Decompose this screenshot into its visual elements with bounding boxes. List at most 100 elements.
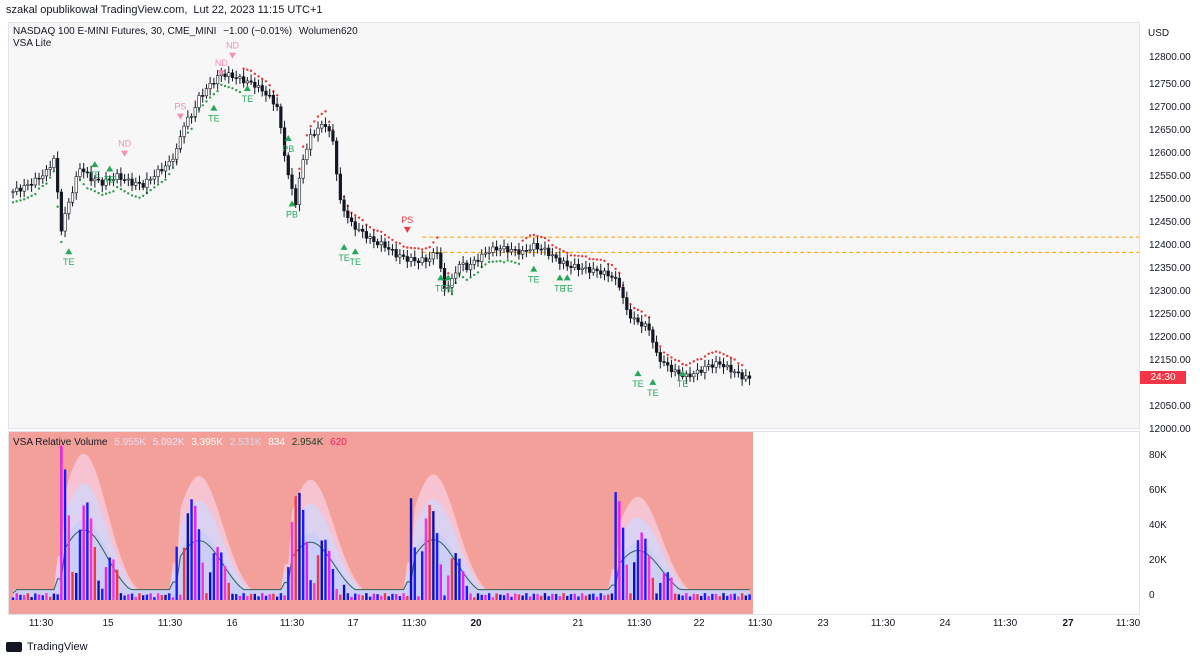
trail-dot [123,190,126,193]
trail-dot [461,276,465,279]
volume-bar [164,594,167,600]
price-candle [654,335,659,357]
price-tick: 12000.00 [1149,424,1191,435]
volume-bar [78,529,82,600]
time-tick: 11:30 [1115,618,1141,629]
trail-dot [554,246,558,249]
price-candle [137,175,142,191]
symbol-label[interactable]: NASDAQ 100 E-MINI Futures, 30, CME_MINI [13,26,217,37]
volume-pane[interactable] [8,431,1140,615]
trail-dot [640,310,643,313]
trail-dot [737,362,740,365]
volume-bar [324,539,327,600]
price-candle [513,246,517,257]
volume-bar [86,502,89,600]
price-candle [409,253,413,267]
trail-dot [380,230,383,234]
price-candle [37,172,41,186]
price-candle [744,369,748,382]
price-candle [141,179,145,191]
svg-text:TE: TE [89,170,101,180]
volume-bar [737,596,740,600]
price-candle [93,175,97,188]
price-candle [405,249,409,268]
trail-dot [235,88,238,92]
trail-dot [729,356,733,359]
signal-marker: TE [435,274,447,293]
trail-dot [681,362,684,366]
signal-marker: TE [632,370,644,389]
time-tick: 11:30 [279,618,305,629]
trail-dot [134,195,137,198]
price-candle [346,204,350,224]
price-candle [435,246,439,260]
volume-bar [123,595,126,600]
trail-dot [733,358,736,361]
volume-tick: 60K [1149,485,1167,496]
price-candle [63,206,67,238]
price-candle [126,173,130,187]
trail-dot [521,239,524,242]
trail-dot [543,236,547,240]
trail-dot [186,131,190,134]
volume-bar [625,564,628,600]
volume-bar [365,593,368,600]
volume-bar [115,569,119,600]
price-candle [747,371,752,386]
indicator-legend[interactable]: VSA Lite [13,38,55,50]
volume-bar [554,593,558,600]
volume-bar [659,582,662,600]
price-candle [256,79,261,93]
main-chart-pane[interactable]: TE TE TE ND PS TE ND ND TE PB PB TE TE PS TE TE TE TE TE TE… [8,22,1140,429]
trail-dot [633,306,636,310]
trail-dot [484,263,487,266]
price-candle [48,160,52,176]
signal-marker: PS [174,102,186,120]
price-candle [599,263,603,279]
volume-bar [138,593,141,600]
price-candle [104,172,108,190]
price-candle [487,246,491,260]
signal-marker: TE [63,248,75,267]
volume-bar [662,573,666,600]
volume-bar [168,593,171,600]
volume-bar [670,577,673,600]
price-candle [331,124,335,145]
trail-dot [566,251,569,255]
trail-dot [104,192,108,195]
volume-chart[interactable] [9,432,1139,614]
time-axis[interactable]: 11:30 15 11:30 16 11:30 17 11:30 20 21 11:30 22 11:… [8,614,1141,634]
price-axis[interactable]: USD 12800.00 12750.00 12700.00 12650.00 1260… [1140,22,1200,612]
volume-indicator-title[interactable]: VSA Relative Volume [13,437,108,448]
price-candle [171,153,175,168]
price-candle [361,224,365,239]
trail-dot [171,166,175,170]
price-candle [625,291,629,316]
volume-bar [149,593,152,600]
trail-dot [89,188,93,191]
indicator-name[interactable]: VSA Lite [13,38,52,49]
price-candle [476,253,480,267]
volume-bar [75,572,78,600]
volume-bar [212,553,216,600]
price-candle [454,266,458,285]
volume-bar [208,572,212,600]
signal-marker: TE [562,274,573,293]
time-tick: 24 [939,618,951,629]
volume-bar [580,593,584,600]
price-candle [323,117,328,133]
trail-dot [525,236,528,240]
trail-dot [156,183,160,186]
volume-bar [275,596,279,600]
volume-bar [607,594,610,600]
volume-bar [703,593,707,600]
price-candle [152,169,156,185]
volume-bar [30,597,33,600]
trail-dot [275,94,279,97]
price-candle [290,168,294,196]
vol-value-4: 2.531K [229,437,262,448]
price-candle [584,260,588,274]
trail-dot [60,240,63,244]
trail-dot [696,358,699,361]
